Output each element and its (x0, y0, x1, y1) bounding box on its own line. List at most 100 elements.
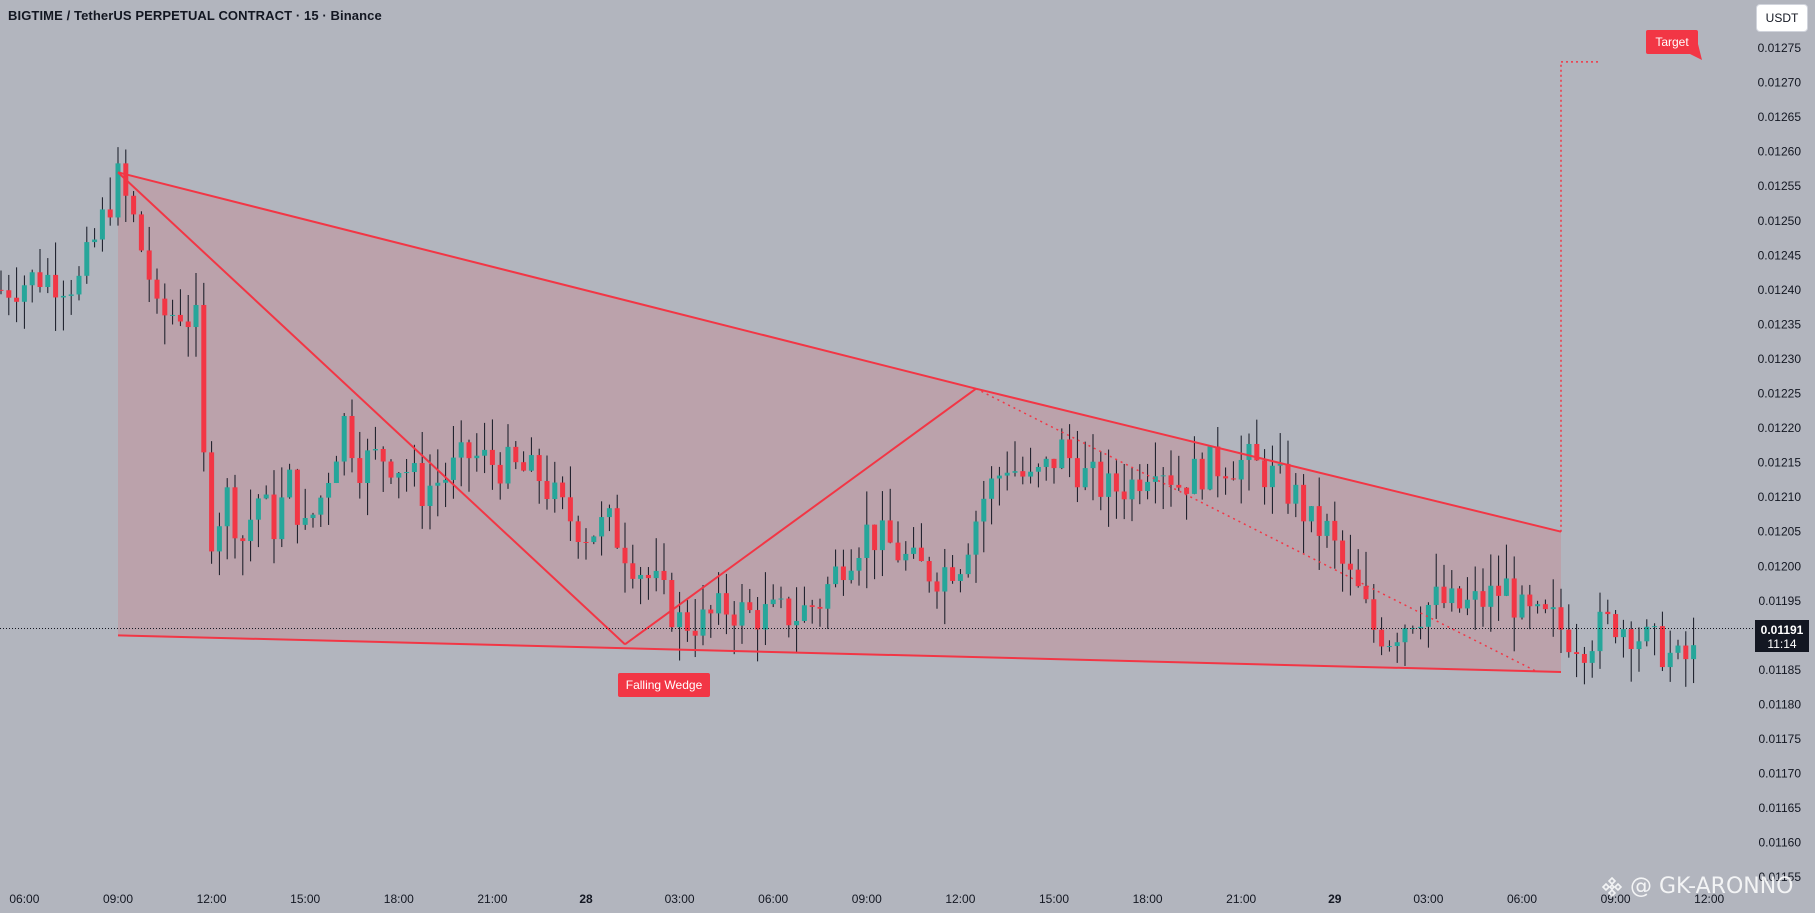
bull-candle (638, 574, 644, 579)
bull-candle (60, 295, 66, 298)
bull-candle (404, 472, 410, 474)
time-axis[interactable]: 06:00 09:00 12:00 15:00 18:00 21:00 28 03:00 06:… (9, 892, 1724, 906)
bull-candle (989, 478, 995, 499)
bear-candle (1262, 460, 1268, 488)
bear-candle (1347, 563, 1353, 570)
bear-candle (1558, 607, 1564, 630)
bull-candle (1059, 439, 1065, 469)
bear-candle (747, 602, 753, 611)
bull-candle (1207, 446, 1213, 490)
current-price-text: 0.01191 (1761, 623, 1804, 637)
bear-candle (232, 487, 238, 539)
bear-candle (1527, 594, 1533, 607)
bull-candle (770, 599, 776, 605)
bear-candle (107, 209, 113, 218)
bear-candle (1051, 458, 1057, 469)
price-axis-background (1755, 0, 1815, 913)
bear-candle (1574, 652, 1580, 654)
bear-candle (708, 609, 714, 614)
watermark-text: @ GK-ARONNO (1630, 874, 1794, 899)
bull-candle (1269, 465, 1275, 488)
symbol-title[interactable]: BIGTIME / TetherUS PERPETUAL CONTRACT · … (8, 8, 382, 23)
price-axis[interactable]: 0.01275 0.01270 0.01265 0.01260 0.01255 0.012… (1758, 41, 1802, 884)
bull-candle (599, 517, 605, 537)
bull-candle (318, 497, 324, 515)
bull-candle (653, 570, 659, 579)
bull-candle (1090, 461, 1096, 469)
bear-candle (185, 321, 191, 328)
bear-candle (1581, 653, 1587, 663)
bull-candle (1503, 578, 1509, 596)
bull-candle (1191, 458, 1197, 494)
price-tick-label: 0.01265 (1758, 110, 1802, 124)
bull-candle (333, 461, 339, 483)
bear-candle (926, 561, 932, 582)
bull-candle (1535, 604, 1541, 607)
price-tick-label: 0.01185 (1759, 663, 1802, 677)
bear-candle (731, 614, 737, 626)
price-tick-label: 0.01195 (1759, 594, 1802, 608)
bull-candle (996, 475, 1002, 479)
bear-candle (1371, 599, 1377, 630)
bull-candle (1035, 466, 1041, 472)
bull-candle (326, 482, 332, 498)
bear-candle (388, 461, 394, 478)
bull-candle (1652, 626, 1658, 628)
bear-candle (544, 481, 550, 500)
binance-logo-icon (1601, 876, 1623, 897)
bear-candle (536, 455, 542, 482)
bear-candle (1340, 540, 1346, 564)
time-tick-label: 06:00 (9, 892, 39, 906)
upper-trendline (117, 171, 977, 390)
bear-candle (349, 415, 355, 459)
time-tick-label: 18:00 (384, 892, 414, 906)
bear-candle (684, 612, 690, 631)
time-tick-label: 21:00 (1226, 892, 1256, 906)
bull-candle (1394, 642, 1400, 647)
time-tick-label: 12:00 (197, 892, 227, 906)
zigzag-line (624, 387, 977, 646)
bull-candle (794, 620, 800, 626)
lower-trendline (117, 634, 1562, 673)
bull-candle (1324, 520, 1330, 536)
bear-candle (240, 538, 246, 542)
bull-candle (84, 242, 90, 276)
time-tick-label: 21:00 (477, 892, 507, 906)
bear-candle (1285, 463, 1291, 504)
bear-candle (1067, 439, 1073, 459)
bear-candle (1379, 629, 1385, 647)
bull-candle (1472, 591, 1478, 600)
bear-candle (1254, 443, 1260, 461)
bull-candle (92, 239, 98, 243)
price-tick-label: 0.01205 (1758, 525, 1802, 539)
bull-candle (1129, 479, 1135, 500)
bull-candle (591, 536, 597, 543)
bull-candle (21, 285, 27, 302)
price-tick-label: 0.01255 (1758, 179, 1802, 193)
bull-candle (1402, 628, 1408, 643)
bear-candle (661, 570, 667, 581)
bull-candle (1028, 471, 1034, 477)
time-tick-label: 15:00 (1039, 892, 1069, 906)
bull-candle (801, 605, 807, 621)
bear-candle (37, 272, 43, 288)
bear-candle (146, 250, 152, 280)
bear-candle (1355, 569, 1361, 587)
currency-button[interactable]: USDT (1756, 4, 1808, 32)
current-price-badge: 0.01191 11:14 (1755, 620, 1809, 652)
watermark: @ GK-ARONNO (1600, 874, 1794, 899)
bull-candle (879, 520, 885, 551)
bear-candle (1511, 578, 1517, 618)
price-tick-label: 0.01160 (1759, 836, 1802, 850)
bull-candle (1620, 629, 1626, 638)
bear-candle (614, 508, 620, 548)
price-tick-label: 0.01240 (1758, 283, 1802, 297)
time-tick-label: 06:00 (758, 892, 788, 906)
time-tick-label: 03:00 (1413, 892, 1443, 906)
price-tick-label: 0.01235 (1758, 317, 1802, 331)
bull-candle (1675, 645, 1681, 653)
bull-candle (942, 567, 948, 592)
bull-candle (1691, 645, 1697, 660)
bear-candle (1496, 585, 1502, 596)
